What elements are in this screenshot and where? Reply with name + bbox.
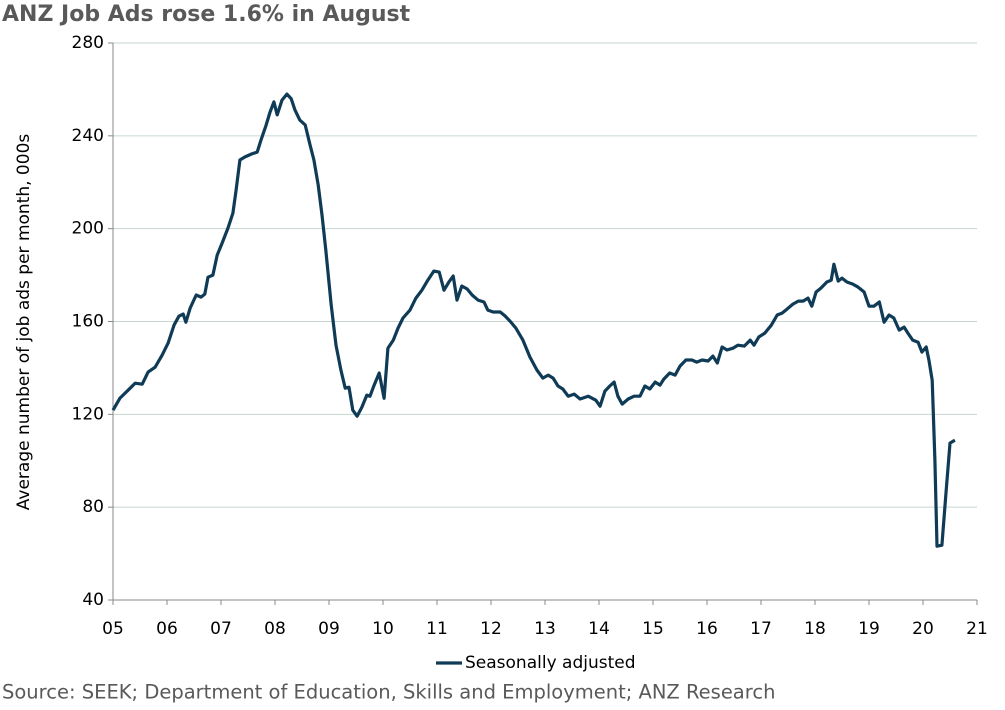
x-tick-label: 13: [534, 619, 556, 639]
y-axis-label: Average number of job ads per month, 000…: [14, 134, 34, 511]
x-tick-label: 16: [696, 619, 718, 639]
x-tick-label: 12: [480, 619, 502, 639]
legend-label: Seasonally adjusted: [465, 653, 636, 673]
x-tick-label: 07: [210, 619, 232, 639]
y-tick-label: 280: [72, 33, 104, 53]
x-tick-label: 19: [858, 619, 880, 639]
x-tick-label: 08: [264, 619, 286, 639]
x-tick-label: 10: [372, 619, 394, 639]
x-tick-label: 14: [588, 619, 610, 639]
y-tick-label: 120: [72, 404, 104, 424]
x-tick-label: 15: [642, 619, 664, 639]
data-line: [111, 92, 956, 548]
source-note: Source: SEEK; Department of Education, S…: [2, 681, 775, 704]
y-tick-label: 40: [82, 590, 104, 610]
chart-title: ANZ Job Ads rose 1.6% in August: [2, 2, 411, 27]
x-tick-label: 11: [426, 619, 448, 639]
x-tick-label: 21: [966, 619, 988, 639]
y-tick-label: 80: [82, 497, 104, 517]
x-tick-label: 18: [804, 619, 826, 639]
x-tick-label: 20: [912, 619, 934, 639]
y-tick-label: 160: [72, 312, 104, 332]
x-tick-label: 05: [102, 619, 124, 639]
y-tick-label: 240: [72, 126, 104, 146]
x-tick-label: 17: [750, 619, 772, 639]
y-tick-label: 200: [72, 219, 104, 239]
x-tick-label: 09: [318, 619, 340, 639]
x-tick-label: 06: [156, 619, 178, 639]
